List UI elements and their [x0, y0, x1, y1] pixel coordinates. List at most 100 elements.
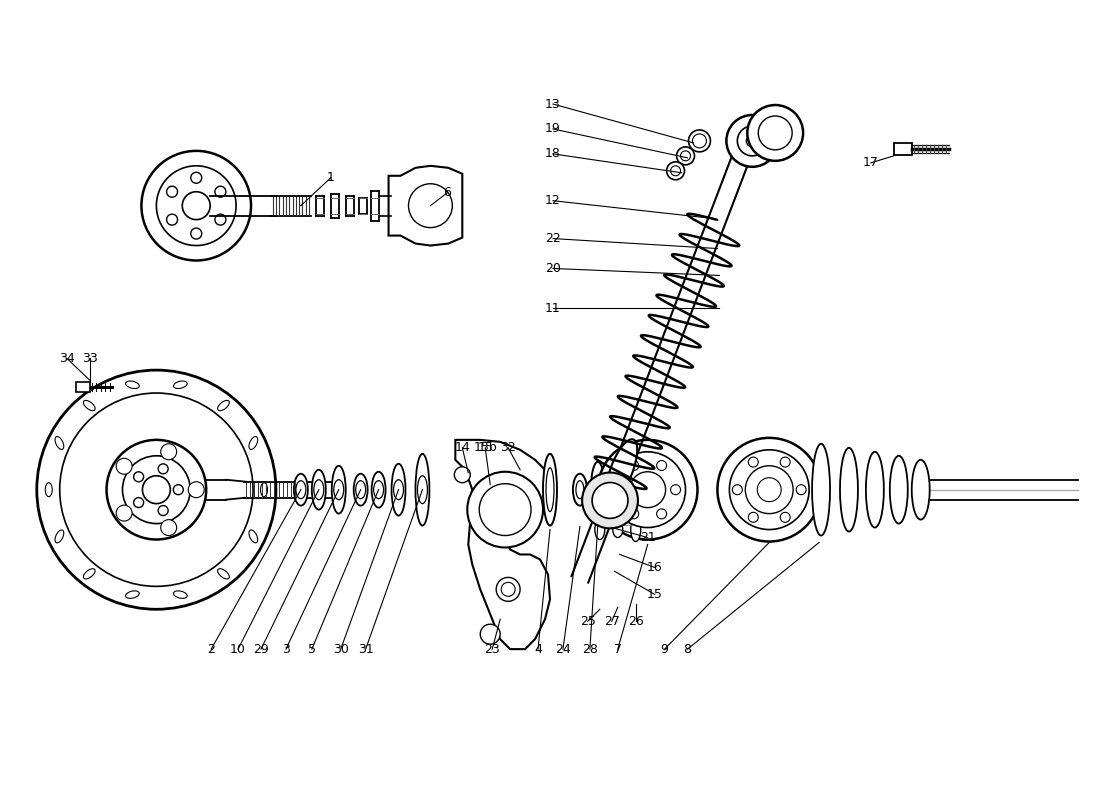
Circle shape — [502, 582, 515, 596]
Ellipse shape — [333, 480, 343, 500]
Circle shape — [161, 520, 177, 535]
Text: 4: 4 — [535, 642, 542, 656]
Circle shape — [747, 105, 803, 161]
Ellipse shape — [613, 522, 623, 538]
Circle shape — [671, 166, 681, 176]
Circle shape — [671, 485, 681, 494]
Ellipse shape — [218, 569, 229, 579]
Ellipse shape — [314, 480, 323, 500]
Circle shape — [629, 461, 639, 470]
Circle shape — [689, 130, 711, 152]
Ellipse shape — [543, 454, 557, 526]
Text: 29: 29 — [253, 642, 268, 656]
Circle shape — [107, 440, 206, 539]
Text: 15: 15 — [477, 442, 493, 454]
Circle shape — [188, 482, 205, 498]
Text: 19: 19 — [546, 122, 561, 135]
Ellipse shape — [620, 452, 635, 527]
Ellipse shape — [354, 474, 367, 506]
Ellipse shape — [394, 480, 404, 500]
Circle shape — [158, 506, 168, 515]
Ellipse shape — [296, 481, 306, 498]
Ellipse shape — [84, 401, 95, 410]
Ellipse shape — [630, 518, 640, 542]
Circle shape — [166, 186, 177, 198]
Circle shape — [183, 192, 210, 220]
Ellipse shape — [249, 437, 257, 450]
Ellipse shape — [311, 470, 326, 510]
Text: 31: 31 — [358, 642, 374, 656]
Circle shape — [615, 485, 625, 494]
Ellipse shape — [84, 569, 95, 579]
Circle shape — [190, 172, 201, 183]
Circle shape — [757, 478, 781, 502]
Ellipse shape — [418, 476, 428, 504]
Text: 18: 18 — [546, 147, 561, 160]
Circle shape — [134, 472, 144, 482]
Circle shape — [117, 458, 132, 474]
Circle shape — [717, 438, 821, 542]
Circle shape — [733, 485, 742, 494]
Text: 11: 11 — [546, 302, 561, 315]
Circle shape — [729, 450, 810, 530]
Text: 23: 23 — [484, 642, 500, 656]
Text: 7: 7 — [614, 642, 622, 656]
Text: 10: 10 — [230, 642, 246, 656]
Text: 2: 2 — [207, 642, 216, 656]
Circle shape — [657, 509, 667, 519]
Text: 3: 3 — [282, 642, 290, 656]
Ellipse shape — [372, 472, 386, 508]
Circle shape — [748, 457, 758, 467]
Circle shape — [468, 472, 543, 547]
Ellipse shape — [890, 456, 908, 523]
Ellipse shape — [866, 452, 883, 527]
Circle shape — [174, 485, 184, 494]
Circle shape — [726, 115, 778, 167]
Ellipse shape — [125, 381, 140, 389]
Ellipse shape — [546, 468, 554, 512]
Circle shape — [142, 151, 251, 261]
Text: 21: 21 — [640, 531, 656, 544]
Circle shape — [592, 482, 628, 518]
Circle shape — [481, 624, 500, 644]
Text: 12: 12 — [546, 194, 561, 207]
Circle shape — [737, 126, 767, 156]
Ellipse shape — [261, 482, 267, 497]
Ellipse shape — [594, 476, 602, 504]
Text: 33: 33 — [81, 352, 98, 365]
Circle shape — [780, 457, 790, 467]
Circle shape — [676, 147, 694, 165]
Ellipse shape — [355, 481, 365, 498]
Text: 17: 17 — [862, 156, 879, 170]
Ellipse shape — [606, 439, 637, 500]
Ellipse shape — [812, 444, 830, 535]
Ellipse shape — [840, 448, 858, 531]
Circle shape — [748, 512, 758, 522]
Text: 26: 26 — [628, 614, 643, 628]
Circle shape — [214, 214, 225, 225]
Circle shape — [681, 151, 691, 161]
Circle shape — [758, 116, 792, 150]
Circle shape — [166, 214, 177, 225]
Ellipse shape — [332, 466, 345, 514]
Ellipse shape — [591, 462, 605, 518]
Circle shape — [214, 186, 225, 198]
Circle shape — [161, 444, 177, 460]
Circle shape — [408, 184, 452, 228]
Text: 34: 34 — [58, 352, 75, 365]
Circle shape — [657, 461, 667, 470]
Text: 27: 27 — [604, 614, 619, 628]
Text: 9: 9 — [661, 642, 669, 656]
Ellipse shape — [573, 474, 587, 506]
Circle shape — [746, 466, 793, 514]
Text: 1: 1 — [327, 171, 334, 184]
Circle shape — [582, 473, 638, 528]
Text: 24: 24 — [556, 642, 571, 656]
Circle shape — [629, 472, 666, 508]
Text: 28: 28 — [582, 642, 597, 656]
Text: 22: 22 — [546, 232, 561, 245]
Circle shape — [496, 578, 520, 602]
Text: 25: 25 — [580, 614, 596, 628]
Ellipse shape — [294, 474, 308, 506]
Circle shape — [597, 440, 697, 539]
